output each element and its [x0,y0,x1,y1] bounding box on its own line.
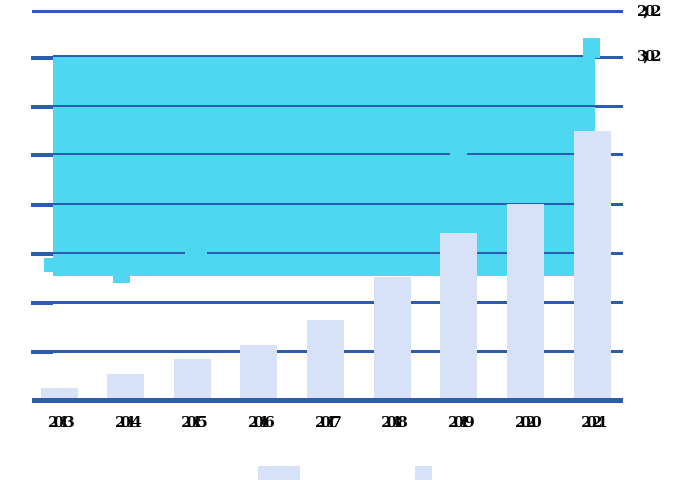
bar[interactable] [174,359,211,398]
x-axis-label: 2020 [515,413,542,431]
cyan-band-segment [53,55,595,276]
x-axis-label: 2021 [581,413,608,431]
y-axis-tick [31,56,53,60]
gridline-over-band [53,105,595,107]
gridline [32,10,623,13]
gridline [32,301,623,304]
y-axis-tick [31,252,53,256]
right-edge-label: 2,02 [637,2,661,20]
bar[interactable] [574,131,611,398]
legend-swatch[interactable] [258,466,300,480]
bar[interactable] [107,374,144,398]
cyan-band-segment [583,38,600,58]
cyan-band-segment [113,276,130,283]
cyan-band-segment [44,258,53,272]
x-axis-label: 2015 [181,413,208,431]
y-axis-tick [31,301,53,305]
gridline-over-band [53,203,595,205]
gridline-over-band [53,55,583,57]
legend-swatch[interactable] [415,466,432,480]
bar[interactable] [41,388,78,398]
x-axis-label: 2018 [381,413,408,431]
right-edge-label: 3,02 [637,47,661,65]
x-axis-line [32,398,623,403]
y-axis-tick [31,350,53,354]
bar[interactable] [240,345,277,398]
gridline-over-band [53,252,185,254]
bar[interactable] [507,204,544,398]
x-axis-label: 2014 [115,413,142,431]
x-axis-label: 2013 [48,413,75,431]
bar[interactable] [440,233,477,398]
gridline-over-band [467,153,595,155]
y-axis-tick [31,203,53,207]
x-axis-label: 2016 [248,413,275,431]
y-axis-tick [31,105,53,109]
gridline-over-band [207,252,595,254]
x-axis-label: 2017 [315,413,342,431]
x-axis-label: 2019 [448,413,475,431]
y-axis-tick [31,153,53,157]
gridline-over-band [53,153,450,155]
bar[interactable] [307,320,344,398]
bar[interactable] [374,277,411,398]
